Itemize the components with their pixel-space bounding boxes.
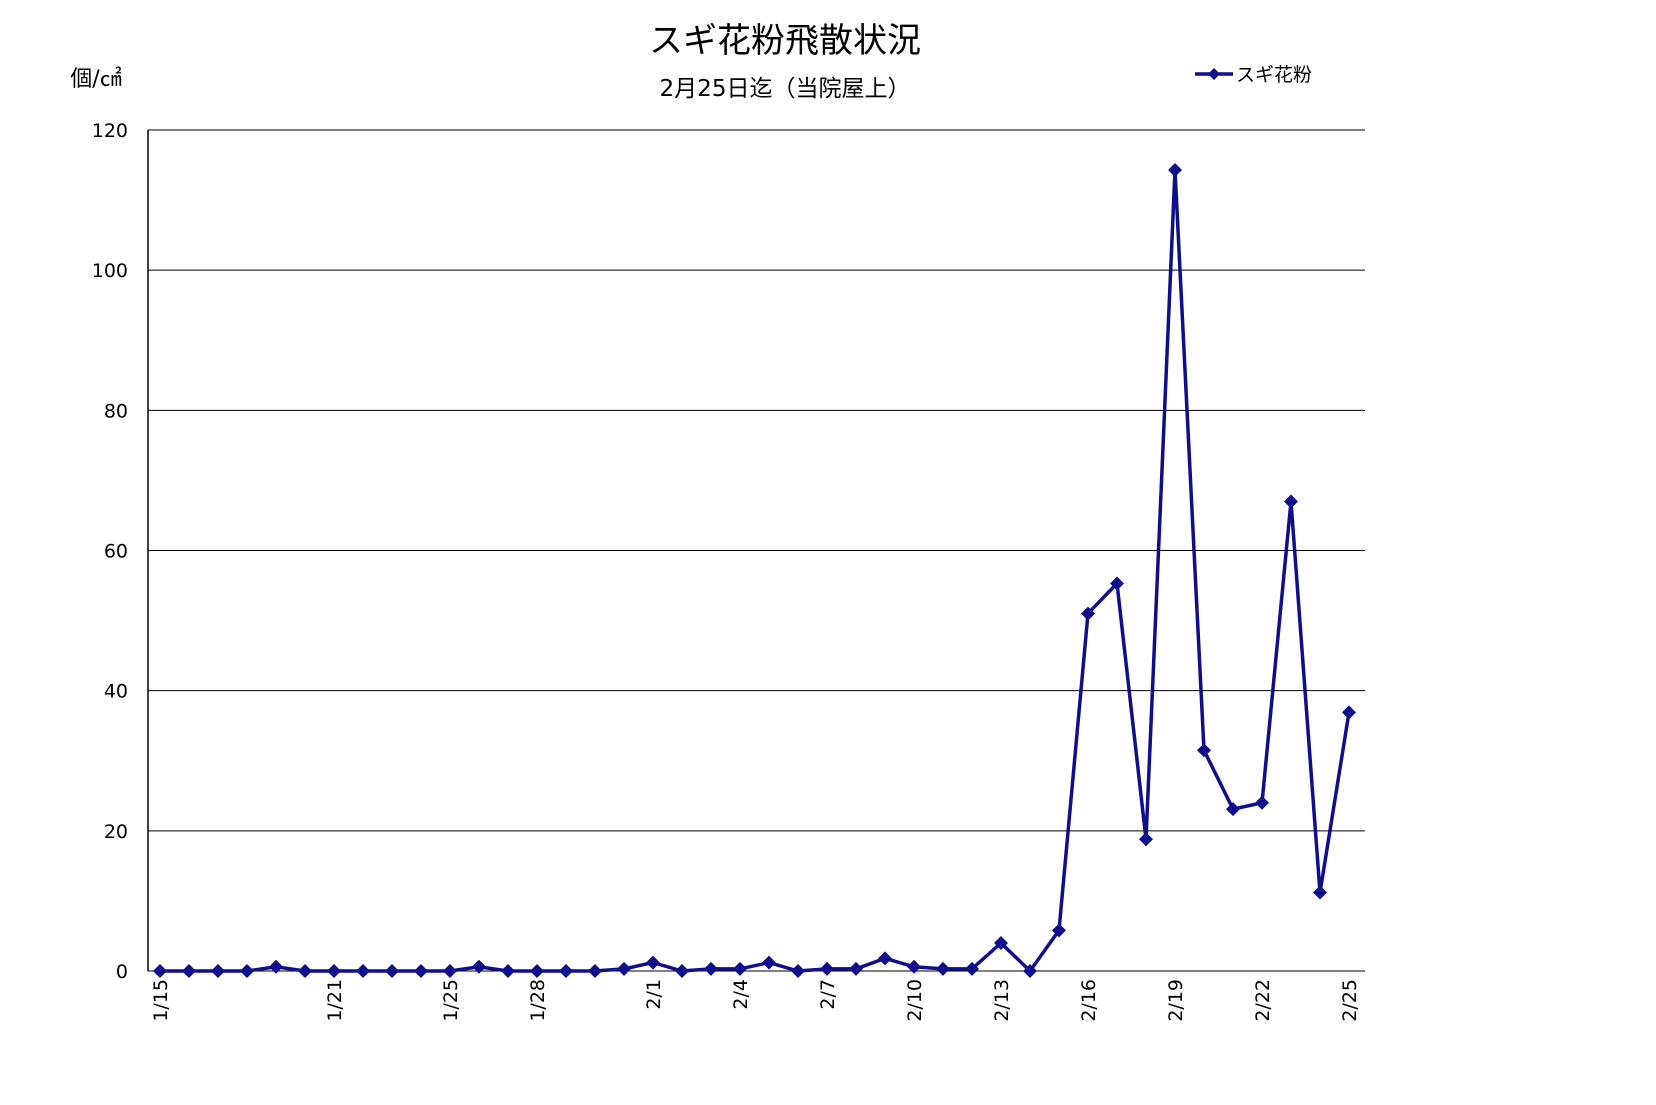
y-tick-label: 120 xyxy=(92,120,128,142)
data-point xyxy=(1342,705,1356,720)
x-tick-label: 2/25 xyxy=(1339,979,1361,1022)
data-point xyxy=(820,961,834,976)
x-tick-label: 2/10 xyxy=(904,979,926,1022)
y-tick-label: 100 xyxy=(92,260,128,282)
y-tick-label: 80 xyxy=(104,400,128,422)
data-point xyxy=(1023,964,1037,978)
data-point xyxy=(1110,576,1124,591)
x-tick-label: 2/13 xyxy=(991,979,1013,1022)
data-point xyxy=(327,964,341,978)
data-point xyxy=(472,959,486,974)
x-tick-label: 2/22 xyxy=(1252,979,1274,1022)
x-tick-label: 2/7 xyxy=(817,979,839,1010)
x-tick-label: 1/28 xyxy=(527,979,549,1022)
x-tick-label: 2/16 xyxy=(1078,979,1100,1022)
data-point xyxy=(762,955,776,970)
data-point xyxy=(1081,606,1095,621)
data-point xyxy=(443,964,457,978)
data-point xyxy=(269,959,283,974)
legend-marker xyxy=(1208,68,1220,80)
data-point xyxy=(240,964,254,978)
data-point xyxy=(1255,795,1269,810)
data-point xyxy=(385,964,399,978)
data-point xyxy=(907,959,921,974)
x-tick-label: 1/25 xyxy=(440,979,462,1022)
data-point xyxy=(501,964,515,978)
data-point xyxy=(617,961,631,976)
data-point xyxy=(1226,802,1240,817)
data-point xyxy=(646,955,660,970)
x-tick-label: 1/21 xyxy=(324,979,346,1022)
data-point xyxy=(588,964,602,978)
data-point xyxy=(965,961,979,976)
data-point xyxy=(530,964,544,978)
data-point xyxy=(936,961,950,976)
chart-subtitle: 2月25日迄（当院屋上） xyxy=(660,76,911,102)
data-point xyxy=(182,964,196,978)
y-tick-label: 60 xyxy=(104,541,128,563)
data-point xyxy=(559,964,573,978)
data-point xyxy=(356,964,370,978)
chart-title: スギ花粉飛散状況 xyxy=(649,21,921,61)
data-point xyxy=(878,951,892,966)
data-point xyxy=(849,961,863,976)
x-tick-label: 2/19 xyxy=(1165,979,1187,1022)
x-tick-label: 2/4 xyxy=(730,979,752,1010)
data-point xyxy=(298,964,312,978)
series-line xyxy=(160,169,1351,974)
x-tick-label: 2/1 xyxy=(643,979,665,1010)
data-point xyxy=(1313,885,1327,900)
data-point xyxy=(704,961,718,976)
data-point xyxy=(211,964,225,978)
data-point xyxy=(994,935,1008,950)
data-point xyxy=(1168,162,1182,177)
data-point xyxy=(1284,494,1298,509)
data-point xyxy=(675,964,689,978)
legend-label: スギ花粉 xyxy=(1236,64,1312,86)
y-tick-label: 0 xyxy=(116,961,128,983)
data-point xyxy=(1052,923,1066,938)
data-point xyxy=(153,964,167,978)
y-tick-label: 20 xyxy=(104,821,128,843)
y-axis-label: 個/㎠ xyxy=(70,66,121,92)
data-point xyxy=(791,964,805,978)
data-point xyxy=(1197,743,1211,758)
x-tick-label: 1/15 xyxy=(150,979,172,1022)
data-point xyxy=(1139,832,1153,847)
y-tick-label: 40 xyxy=(104,681,128,703)
data-point xyxy=(733,961,747,976)
data-point xyxy=(414,964,428,978)
